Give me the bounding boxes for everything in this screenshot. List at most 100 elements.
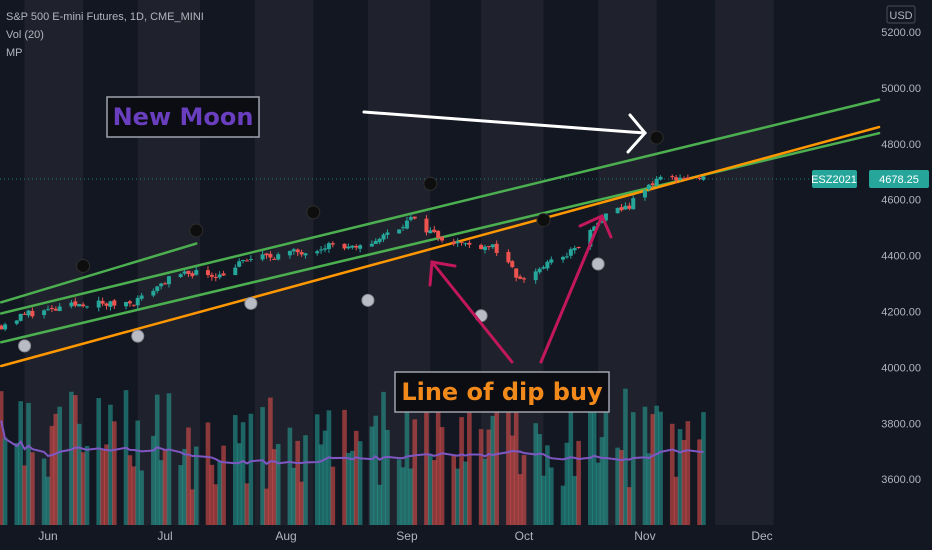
- waning-phase-band: [715, 0, 774, 525]
- dip-buy-label: Line of dip buy: [401, 378, 603, 406]
- volume-bar: [318, 444, 324, 525]
- volume-bar: [408, 468, 414, 525]
- volume-bar: [108, 404, 113, 525]
- x-tick-label: Jun: [38, 529, 57, 543]
- full-moon-marker: [244, 296, 258, 310]
- candle-body: [323, 248, 328, 250]
- candle-body: [57, 306, 62, 312]
- volume-bar: [193, 446, 199, 525]
- volume-bar: [646, 453, 652, 525]
- y-tick-label: 5000.00: [881, 83, 921, 95]
- candle-body: [326, 243, 331, 250]
- green-trend-line[interactable]: [0, 242, 198, 304]
- volume-bar: [96, 398, 102, 525]
- indicator-volume[interactable]: Vol (20): [6, 29, 44, 41]
- volume-bar: [560, 485, 566, 525]
- volume-bar: [428, 455, 433, 525]
- candle-body: [77, 304, 82, 307]
- new-moon-marker: [649, 130, 664, 145]
- currency-button[interactable]: USD: [886, 5, 916, 24]
- candle-body: [541, 267, 546, 269]
- green-trend-line[interactable]: [0, 98, 881, 315]
- volume-bar: [701, 412, 706, 525]
- dip-buy-arrows: [428, 214, 613, 364]
- candle-body: [213, 276, 218, 279]
- volume-bar: [377, 484, 382, 525]
- volume-bar: [623, 388, 628, 525]
- candle-body: [205, 270, 210, 276]
- candle-body: [514, 268, 519, 278]
- dip-buy-annotation: Line of dip buy: [394, 371, 610, 413]
- volume-bar: [18, 401, 23, 525]
- volume-bar: [287, 427, 293, 525]
- candle-body: [295, 249, 300, 253]
- candle-body: [124, 302, 129, 307]
- orange-trend-line[interactable]: [0, 125, 881, 368]
- candle-body: [436, 230, 441, 239]
- price-axis[interactable]: 5200.00 5000.00 4800.00 4600.00 4400.00 4200.…: [881, 27, 921, 486]
- volume-bar: [76, 423, 82, 525]
- volume-bar: [353, 430, 359, 525]
- volume-bar: [373, 415, 379, 525]
- candle-body: [404, 220, 409, 229]
- candle-body: [432, 229, 437, 233]
- candle-body: [615, 208, 620, 214]
- volume-bar: [506, 408, 511, 525]
- volume-bar: [22, 465, 27, 525]
- candle-body: [588, 230, 593, 247]
- volume-bar: [244, 483, 250, 525]
- time-axis[interactable]: Jun Jul Aug Sep Oct Nov Dec: [38, 529, 772, 543]
- full-moon-marker: [591, 257, 605, 271]
- volume-bar: [275, 443, 281, 525]
- indicator-mp[interactable]: MP: [6, 47, 23, 59]
- volume-bar: [232, 415, 238, 525]
- candle-body: [358, 245, 363, 249]
- volume-bar: [404, 398, 410, 525]
- volume-bar: [588, 399, 593, 525]
- full-moon-marker: [131, 329, 145, 343]
- volume-bar: [681, 439, 687, 525]
- volume-bar: [697, 439, 702, 525]
- candle-body: [3, 324, 8, 330]
- candle-body: [424, 218, 429, 233]
- symbol-title[interactable]: S&P 500 E-mini Futures, 1D, CME_MINI: [6, 11, 204, 23]
- volume-bar: [673, 476, 679, 525]
- candle-body: [631, 198, 636, 210]
- volume-bar: [685, 421, 691, 525]
- volume-bar: [619, 449, 624, 525]
- candle-body: [330, 243, 335, 245]
- candle-body: [53, 308, 58, 311]
- moon-markers: [18, 130, 664, 353]
- volume-bar: [178, 465, 183, 525]
- candle-body: [545, 261, 550, 269]
- volume-bar: [84, 445, 90, 525]
- volume-bar: [271, 449, 277, 525]
- candle-body: [299, 252, 304, 255]
- candle-body: [26, 310, 31, 316]
- candle-body: [291, 249, 296, 252]
- volume-bar: [533, 423, 539, 525]
- candle-body: [568, 249, 573, 256]
- price-tag-value: 4678.25: [879, 174, 919, 186]
- volume-bar: [595, 462, 601, 525]
- volume-bar: [513, 412, 519, 525]
- candle-body: [533, 271, 538, 281]
- volume-bar: [627, 487, 632, 525]
- candle-body: [272, 258, 277, 260]
- candle-body: [412, 216, 417, 219]
- y-tick-label: 3600.00: [881, 474, 921, 486]
- volume-bars: [0, 385, 706, 525]
- candle-body: [623, 205, 628, 210]
- volume-bar: [576, 440, 581, 525]
- candle-body: [221, 273, 226, 276]
- candle-body: [467, 242, 472, 245]
- volume-bar: [135, 420, 141, 525]
- currency-label[interactable]: USD: [889, 10, 912, 22]
- volume-bar: [260, 407, 265, 525]
- volume-bar: [615, 447, 620, 525]
- candle-body: [479, 244, 484, 249]
- candle-body: [494, 243, 499, 254]
- candle-body: [377, 238, 382, 243]
- volume-bar: [467, 412, 472, 525]
- volume-bar: [73, 395, 78, 525]
